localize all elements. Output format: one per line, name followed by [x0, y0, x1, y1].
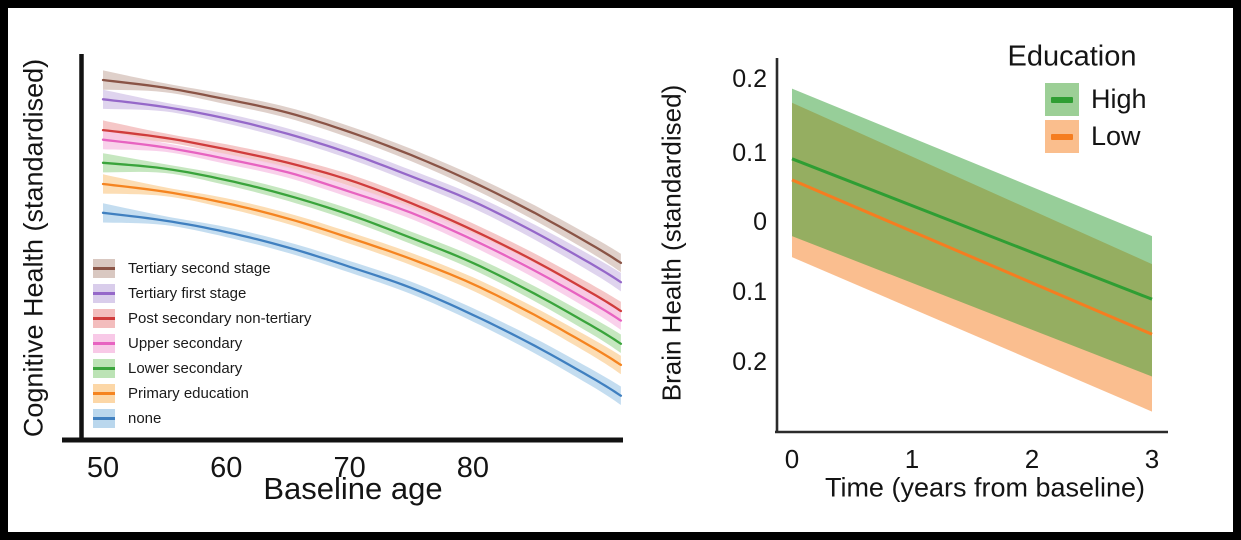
figure-canvas: Cognitive Health (standardised) Tertiary…	[8, 8, 1233, 532]
legend-swatch-icon	[93, 259, 115, 278]
legend-item-label: Tertiary second stage	[128, 260, 271, 277]
legend-item-label: Lower secondary	[128, 360, 243, 377]
legend-item: Upper secondary	[93, 331, 311, 356]
y-tick-label: 0.1	[732, 139, 767, 167]
trend-line-lower-secondary	[101, 161, 623, 345]
legend-swatch-icon	[93, 309, 115, 328]
x-tick-label: 50	[86, 452, 120, 484]
ci-band-tertiary-first-stage	[103, 89, 621, 292]
x-tick-label: 60	[210, 452, 243, 484]
right-legend-title: Education	[1007, 40, 1137, 73]
legend-item-label: Upper secondary	[128, 335, 243, 352]
x-tick-label: 1	[904, 444, 920, 474]
left-chart-legend: Tertiary second stage Tertiary first stag…	[93, 256, 311, 431]
right-x-axis-label: Time (years from baseline)	[824, 472, 1146, 503]
legend-item: High	[1045, 81, 1147, 118]
y-tick-label: 0.2	[732, 65, 767, 93]
legend-item: Primary education	[93, 381, 311, 406]
legend-line-icon	[1051, 96, 1073, 103]
y-tick-label: 0.1	[732, 278, 767, 306]
trend-line-low	[791, 178, 1153, 336]
legend-line-icon	[93, 367, 115, 370]
legend-swatch-icon	[93, 384, 115, 403]
legend-swatch-icon	[93, 284, 115, 303]
trend-line-upper-secondary	[101, 138, 623, 322]
legend-item-label: Post secondary non-tertiary	[128, 310, 312, 327]
left-chart-plot-area	[62, 54, 623, 443]
legend-swatch-icon	[1045, 83, 1079, 116]
right-chart-legend: High Low	[1045, 81, 1147, 155]
trend-line-none	[101, 211, 623, 397]
ci-band-high	[792, 88, 1152, 377]
x-tick-label: 3	[1144, 444, 1160, 474]
y-tick-label: 0	[753, 208, 767, 236]
trend-line-post-secondary-non-tertiary	[101, 128, 623, 313]
legend-item: Lower secondary	[93, 356, 311, 381]
ci-band-upper-secondary	[103, 130, 621, 330]
legend-line-icon	[93, 292, 115, 295]
x-tick-label: 70	[333, 452, 366, 484]
ci-band-primary-education	[103, 174, 621, 375]
ci-band-tertiary-second-stage	[103, 70, 621, 273]
trend-line-tertiary-second-stage	[101, 78, 623, 265]
ci-band-none	[103, 203, 621, 405]
right-chart-plot-area	[775, 58, 1168, 434]
legend-item-label: High	[1091, 84, 1147, 114]
legend-item-label: Tertiary first stage	[128, 285, 247, 302]
right-y-axis-label: Brain Health (standardised)	[656, 84, 687, 402]
legend-item: none	[93, 406, 311, 431]
ci-band-post-secondary-non-tertiary	[103, 120, 621, 321]
legend-line-icon	[1051, 133, 1073, 140]
left-y-axis-label: Cognitive Health (standardised)	[18, 58, 49, 438]
legend-item-label: none	[128, 410, 162, 427]
legend-item: Post secondary non-tertiary	[93, 306, 311, 331]
trend-line-tertiary-first-stage	[101, 98, 623, 284]
legend-line-icon	[93, 417, 115, 420]
legend-line-icon	[93, 317, 115, 320]
legend-item: Tertiary first stage	[93, 281, 311, 306]
legend-line-icon	[93, 342, 115, 345]
legend-swatch-icon	[93, 359, 115, 378]
legend-swatch-icon	[93, 334, 115, 353]
legend-item-label: Primary education	[128, 385, 249, 402]
legend-line-icon	[93, 267, 115, 270]
x-tick-label: 80	[456, 452, 490, 484]
trend-line-high	[791, 157, 1153, 301]
legend-swatch-icon	[1045, 120, 1079, 153]
x-tick-label: 0	[784, 444, 800, 474]
legend-item-label: Low	[1091, 121, 1141, 151]
legend-item: Low	[1045, 118, 1147, 155]
legend-item: Tertiary second stage	[93, 256, 311, 281]
x-tick-label: 2	[1024, 444, 1040, 474]
legend-line-icon	[93, 392, 115, 395]
trend-line-primary-education	[101, 182, 623, 367]
y-tick-label: 0.2	[732, 348, 767, 376]
legend-swatch-icon	[93, 409, 115, 428]
left-x-axis-label: Baseline age	[263, 471, 443, 506]
